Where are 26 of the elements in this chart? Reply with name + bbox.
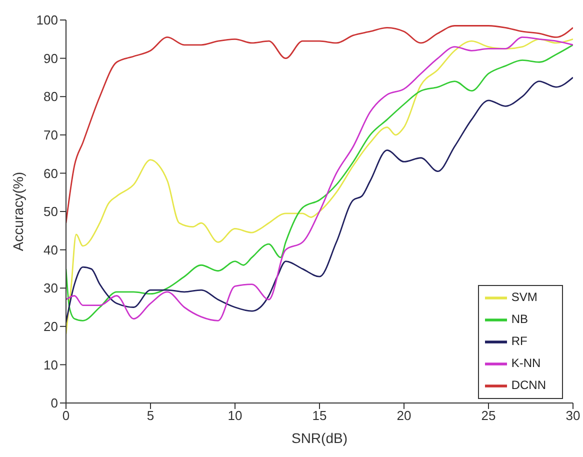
y-tick-label: 70 [44,128,58,143]
y-axis-title: Accuracy(%) [10,172,26,252]
y-tick-label: 20 [44,319,58,334]
legend-label: NB [511,312,528,326]
legend-label: DCNN [511,378,546,392]
x-tick-label: 10 [228,408,242,424]
x-tick-label: 30 [566,408,580,424]
x-axis-title: SNR(dB) [291,430,348,446]
line-series [66,25,573,224]
legend-label: SVM [511,290,538,304]
y-tick-label: 10 [44,357,58,372]
x-tick-label: 25 [481,408,496,424]
y-tick-label: 90 [44,50,58,66]
x-tick-label: 0 [62,408,70,424]
y-tick-label: 60 [44,166,58,181]
y-tick-label: 80 [44,89,58,104]
legend-label: RF [511,334,528,348]
y-tick-label: 50 [44,204,58,220]
y-tick-label: 100 [36,12,58,28]
y-tick-label: 30 [44,280,58,296]
y-tick-label: 40 [44,242,58,258]
x-tick-label: 5 [146,408,154,424]
x-tick-label: 20 [396,408,412,424]
x-tick-label: 15 [312,408,327,424]
y-tick-label: 0 [50,396,58,411]
legend-label: K-NN [511,356,541,370]
